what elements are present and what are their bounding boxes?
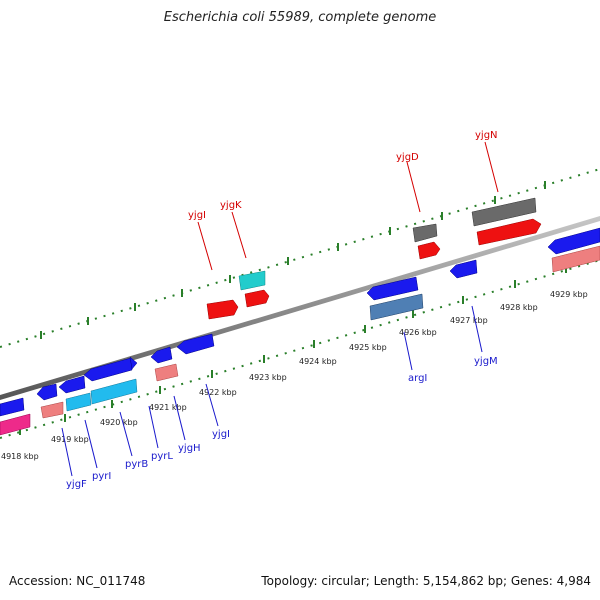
forward-track-dots (0, 168, 600, 348)
gene-label-pyrL: pyrL (151, 451, 173, 462)
scale-label-4920: 4920 kbp (100, 418, 138, 427)
gene-label-argI: argI (408, 373, 427, 384)
gene-feature[interactable] (176, 333, 215, 355)
scale-label-4919: 4919 kbp (51, 435, 89, 444)
gene-feature[interactable] (90, 378, 138, 405)
gene-feature[interactable] (83, 357, 133, 382)
forward-genes (206, 197, 542, 320)
scale-label-4922: 4922 kbp (199, 388, 237, 397)
gene-feature[interactable] (244, 289, 270, 308)
gene-label-yjgM: yjgM (474, 356, 498, 367)
gene-feature[interactable] (547, 227, 600, 255)
map-title: Escherichia coli 55989, complete genome (163, 10, 437, 25)
gene-feature[interactable] (150, 346, 173, 364)
gene-feature[interactable] (417, 241, 441, 260)
gene-feature[interactable] (0, 397, 25, 417)
forward-gene-labels: yjgI yjgK yjgD yjgN (188, 130, 498, 221)
gene-feature[interactable] (40, 401, 64, 419)
gene-feature[interactable] (366, 276, 419, 301)
gene-feature[interactable] (551, 245, 600, 273)
scale-label-4921: 4921 kbp (149, 403, 187, 412)
reverse-track-dots (0, 259, 600, 439)
gene-feature[interactable] (369, 293, 424, 321)
gene-feature[interactable] (36, 383, 58, 401)
gene-label-yjgN: yjgN (475, 130, 498, 141)
scale-label-4923: 4923 kbp (249, 373, 287, 382)
gene-label-yjgI-forward: yjgI (188, 210, 206, 221)
gene-feature[interactable] (238, 270, 266, 291)
scale-label-4925: 4925 kbp (349, 343, 387, 352)
reverse-genes (0, 227, 600, 436)
gene-feature[interactable] (412, 223, 438, 243)
gene-label-yjgD: yjgD (396, 152, 419, 163)
gene-label-yjgF: yjgF (66, 479, 87, 490)
gene-label-yjgK: yjgK (220, 200, 242, 211)
gene-label-yjgH: yjgH (178, 443, 201, 454)
accession-text: Accession: NC_011748 (9, 574, 146, 588)
gene-feature[interactable] (65, 392, 92, 412)
gene-feature[interactable] (0, 413, 31, 436)
scale-label-4926: 4926 kbp (399, 328, 437, 337)
forward-label-leaders (197, 141, 499, 271)
gene-feature[interactable] (206, 299, 239, 320)
scale-label-4928: 4928 kbp (500, 303, 538, 312)
gene-label-pyrB: pyrB (125, 459, 148, 470)
reverse-gene-labels: yjgF pyrI pyrB pyrL yjgH yjgI argI yjgM (66, 356, 498, 490)
gene-feature[interactable] (129, 356, 138, 370)
gene-feature[interactable] (476, 218, 542, 246)
gene-label-yjgI-reverse: yjgI (212, 429, 230, 440)
gene-feature[interactable] (449, 259, 478, 279)
genome-summary-text: Topology: circular; Length: 5,154,862 bp… (261, 574, 591, 588)
scale-labels: 4918 kbp 4919 kbp 4920 kbp 4921 kbp 4922… (1, 290, 588, 461)
scale-label-4918: 4918 kbp (1, 452, 39, 461)
scale-label-4924: 4924 kbp (299, 357, 337, 366)
reverse-label-leaders (61, 305, 483, 477)
sequence-backbone (0, 216, 600, 400)
gene-feature[interactable] (471, 197, 537, 227)
scale-label-4927: 4927 kbp (450, 316, 488, 325)
gene-feature[interactable] (58, 375, 86, 394)
gene-label-pyrI: pyrI (92, 471, 111, 482)
forward-major-ticks (40, 181, 546, 339)
reverse-major-ticks (19, 265, 567, 435)
scale-label-4929: 4929 kbp (550, 290, 588, 299)
gene-feature[interactable] (154, 363, 179, 382)
